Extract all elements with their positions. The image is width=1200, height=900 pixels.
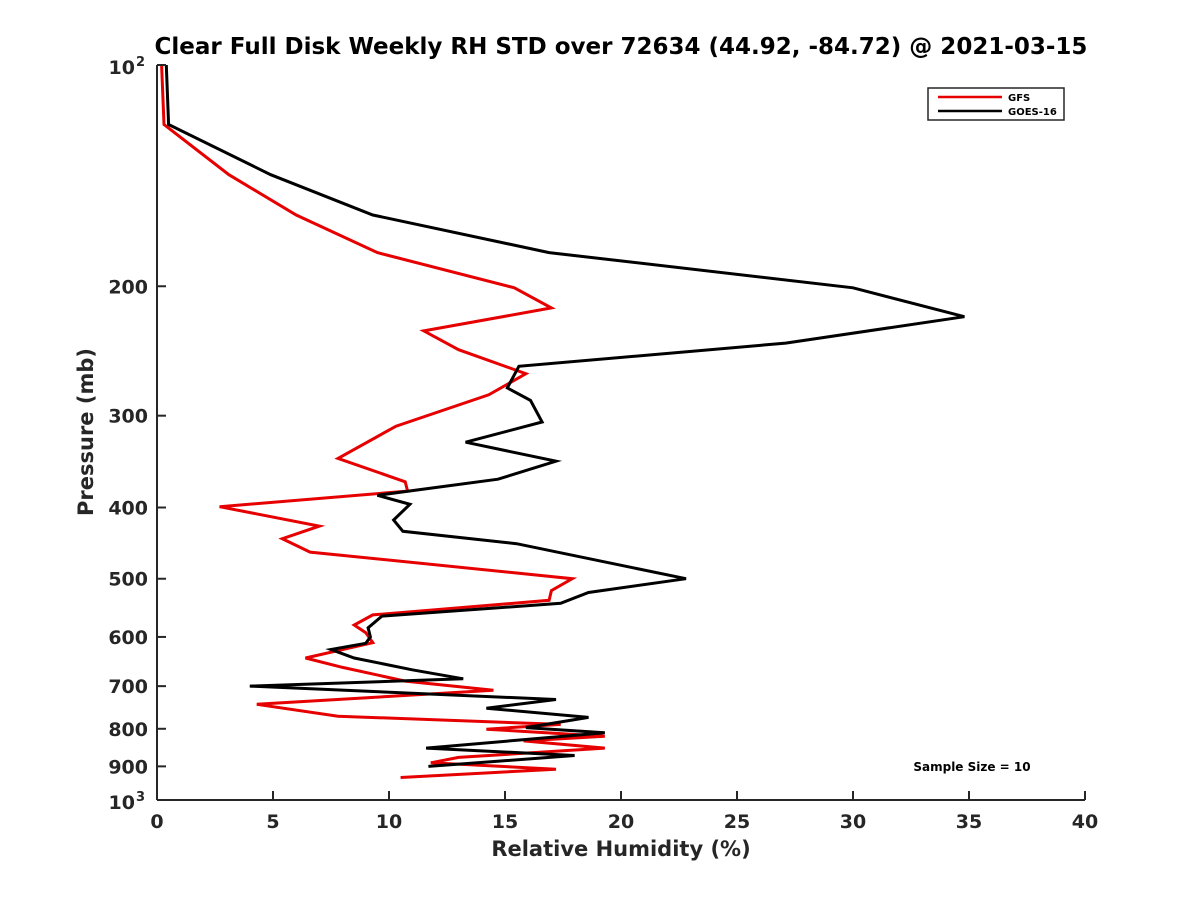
x-axis-label: Relative Humidity (%) xyxy=(491,837,750,861)
y-tick-label-exponent: 2 xyxy=(136,55,145,70)
y-tick-label: 900 xyxy=(108,756,148,778)
y-tick-label-exponent: 3 xyxy=(136,790,145,805)
series-layer xyxy=(160,64,965,779)
legend-box xyxy=(927,87,1065,121)
y-tick-label: 500 xyxy=(108,569,148,591)
y-axis-label: Pressure (mb) xyxy=(74,348,98,516)
sample-size-annotation: Sample Size = 10 xyxy=(913,760,1030,774)
series-line-goes16 xyxy=(164,64,965,768)
x-tick-label: 0 xyxy=(150,811,163,833)
x-tick-label: 5 xyxy=(266,811,279,833)
x-tick-label: 20 xyxy=(608,811,634,833)
legend-label-gfs: GFS xyxy=(1008,93,1030,104)
y-tick-label: 200 xyxy=(108,276,148,298)
y-tick-label: 10 xyxy=(109,792,135,814)
x-tick-label: 40 xyxy=(1072,811,1098,833)
x-tick-label: 35 xyxy=(956,811,982,833)
y-tick-label: 600 xyxy=(108,627,148,649)
x-tick-label: 15 xyxy=(492,811,518,833)
series-line-gfs xyxy=(160,64,605,779)
legend-label-goes16: GOES-16 xyxy=(1008,107,1057,118)
chart-title: Clear Full Disk Weekly RH STD over 72634… xyxy=(155,34,1088,60)
x-tick-label: 30 xyxy=(840,811,866,833)
x-tick-label: 10 xyxy=(376,811,402,833)
y-tick-label: 300 xyxy=(108,406,148,428)
y-tick-label: 800 xyxy=(108,719,148,741)
x-axis-ticks: 0 5 10 15 20 25 30 35 40 xyxy=(150,791,1098,833)
y-tick-label: 10 xyxy=(109,57,135,79)
y-tick-label: 700 xyxy=(108,676,148,698)
legend: GFS GOES-16 xyxy=(927,87,1065,121)
y-tick-label: 400 xyxy=(108,498,148,520)
x-tick-label: 25 xyxy=(724,811,750,833)
